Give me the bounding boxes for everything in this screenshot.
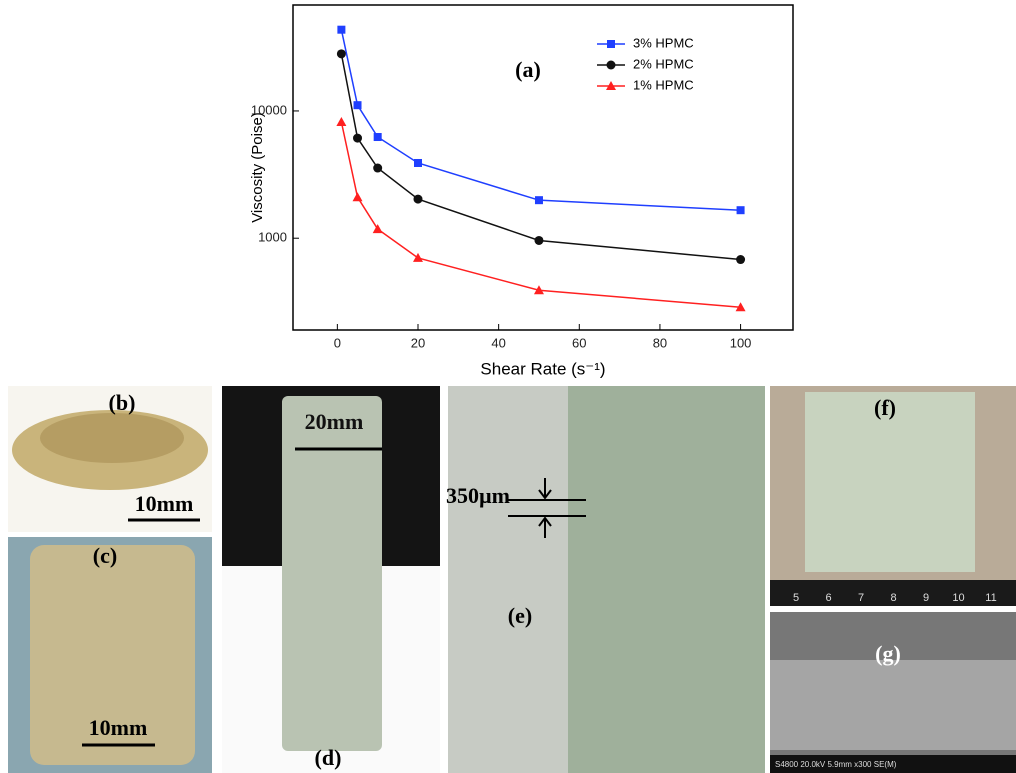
marker: [607, 40, 615, 48]
x-tick-label: 80: [653, 335, 667, 350]
panel-label: (g): [875, 641, 901, 666]
marker: [414, 159, 422, 167]
ring-inner: [40, 413, 184, 463]
x-axis-label: Shear Rate (s⁻¹): [480, 359, 605, 378]
marker: [413, 253, 423, 262]
marker: [337, 49, 346, 58]
legend-label: 1% HPMC: [633, 77, 694, 92]
marker: [414, 195, 423, 204]
x-tick-label: 60: [572, 335, 586, 350]
ruler-number: 7: [858, 592, 864, 604]
panel-label: (b): [109, 390, 136, 415]
marker: [534, 236, 543, 245]
panel-label: (e): [508, 603, 532, 628]
marker: [353, 192, 363, 201]
marker: [374, 133, 382, 141]
ruler-number: 6: [825, 592, 831, 604]
plot-frame: [293, 5, 793, 330]
panel-label: (f): [874, 395, 896, 420]
x-tick-label: 40: [491, 335, 505, 350]
scale-label: 10mm: [135, 491, 194, 516]
x-tick-label: 100: [730, 335, 752, 350]
y-tick-label: 1000: [258, 230, 287, 245]
ruler-number: 8: [890, 592, 896, 604]
marker: [336, 117, 346, 126]
ruler-number: 10: [952, 592, 964, 604]
sem-layer: [770, 660, 1016, 750]
ruler-number: 5: [793, 592, 799, 604]
annotation: (a): [515, 57, 541, 82]
marker: [353, 134, 362, 143]
scale-label: 20mm: [305, 409, 364, 434]
marker: [373, 224, 383, 233]
scale-label: 10mm: [89, 715, 148, 740]
scale-label: 350µm: [446, 483, 510, 508]
legend-label: 3% HPMC: [633, 35, 694, 50]
y-axis-label: Viscosity (Poise): [249, 112, 266, 223]
marker: [607, 61, 616, 70]
marker: [354, 101, 362, 109]
marker: [337, 26, 345, 34]
marker: [373, 164, 382, 173]
x-tick-label: 0: [334, 335, 341, 350]
figure: (b) 10mm (c) 10mm (d) 20mm (e) 350µm (f)…: [0, 0, 1016, 773]
panel-label: (d): [315, 745, 342, 770]
photo-panels: [8, 386, 1016, 773]
legend-label: 2% HPMC: [633, 56, 694, 71]
marker: [737, 206, 745, 214]
series-line: [341, 122, 740, 307]
marker: [736, 255, 745, 264]
x-tick-label: 20: [411, 335, 425, 350]
panel-label: (c): [93, 543, 117, 568]
ruler-number: 11: [985, 592, 996, 604]
layers: [568, 386, 765, 773]
marker: [535, 196, 543, 204]
ruler-number: 9: [923, 592, 929, 604]
sem-caption: S4800 20.0kV 5.9mm x300 SE(M): [775, 760, 897, 769]
